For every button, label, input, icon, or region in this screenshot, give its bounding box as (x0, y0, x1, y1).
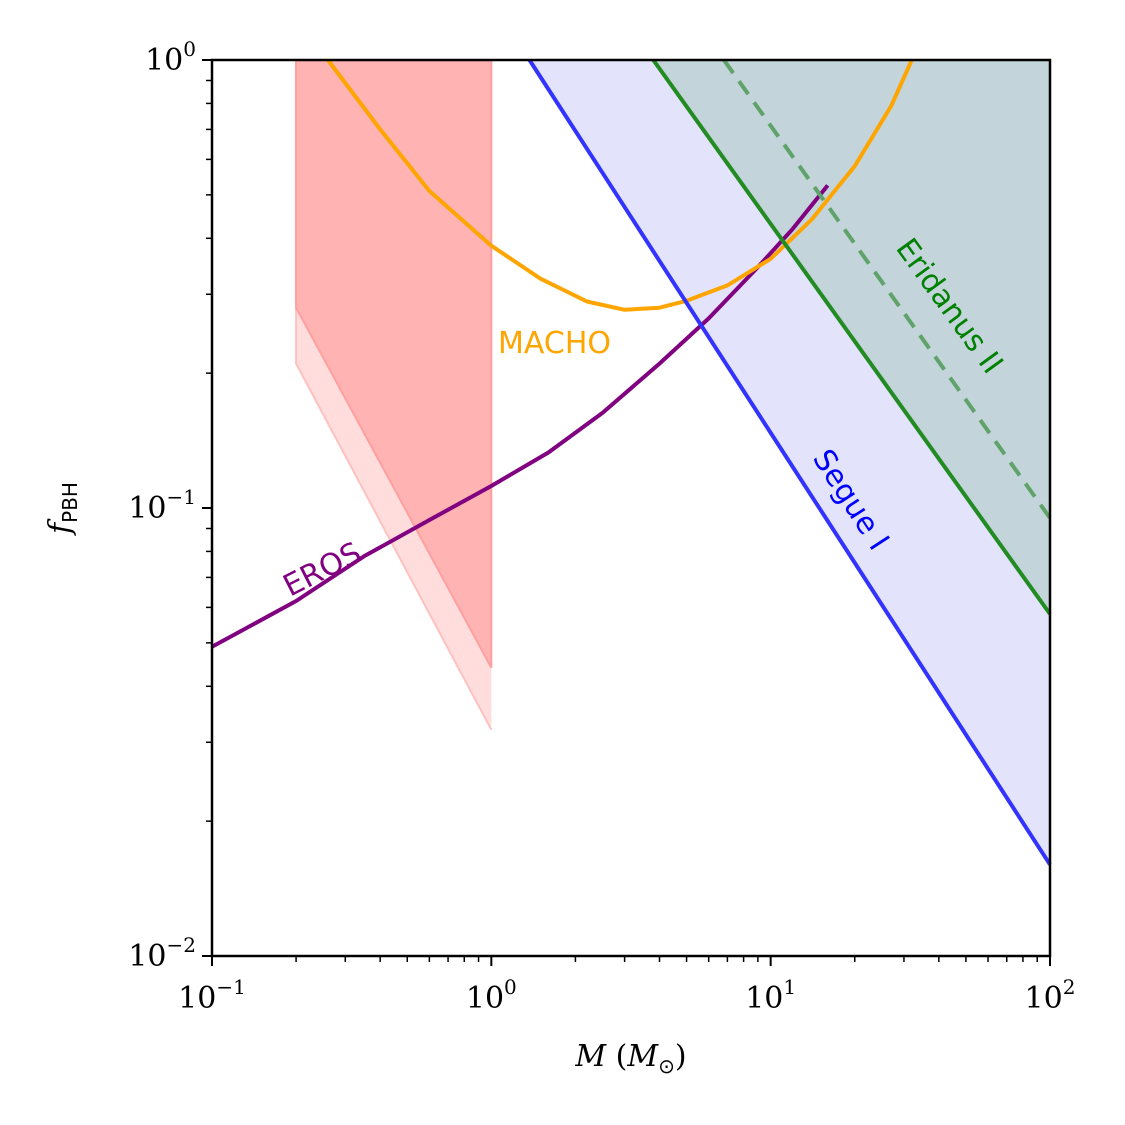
x-axis-label: M (M⊙) (574, 1039, 686, 1078)
series-line-macho (326, 58, 914, 312)
region-1 (296, 60, 492, 668)
series-line-eridanus-ii (651, 58, 1052, 616)
series-line-segue-i (527, 58, 1052, 866)
eros-label: EROS (278, 536, 367, 605)
series-line-dashed-4 (722, 58, 1052, 520)
x-tick-label: 10−1 (178, 975, 246, 1016)
plot-frame (210, 58, 1052, 958)
y-tick-label: 100 (145, 37, 196, 78)
series-line-eros (211, 184, 830, 649)
y-axis-label: fPBH (43, 482, 82, 536)
shaded-regions (295, 60, 1050, 865)
y-tick-label: 10−2 (128, 933, 196, 974)
x-tick-label: 101 (745, 975, 796, 1016)
curves (211, 58, 1052, 866)
macho-label: MACHO (498, 326, 611, 361)
x-tick-label: 102 (1025, 975, 1076, 1016)
y-tick-label: 10−1 (128, 485, 196, 526)
region-1-edge (295, 60, 493, 669)
x-tick-label: 100 (466, 975, 517, 1016)
